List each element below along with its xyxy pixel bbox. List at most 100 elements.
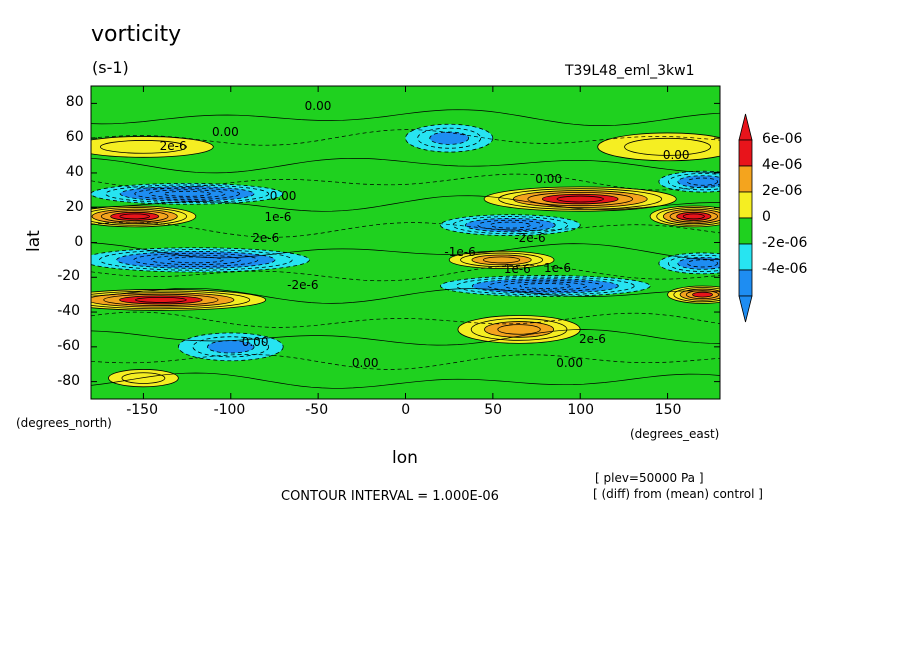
field-feature: [440, 275, 651, 297]
diff-annotation: [ (diff) from (mean) control ]: [593, 487, 763, 501]
contour-fill: [497, 324, 541, 335]
field-feature: [405, 123, 494, 153]
contour-label: 0.00: [212, 124, 239, 139]
contour-fill: [135, 296, 187, 303]
contour-fill: [686, 259, 719, 268]
y-tick-label: 0: [74, 233, 84, 250]
contour-line: [91, 109, 720, 126]
field-feature: [649, 205, 720, 228]
contour-label: 2e-6: [252, 231, 280, 246]
contour-line: [91, 329, 720, 346]
contour-line: [91, 311, 720, 328]
contour-fill: [692, 291, 713, 298]
y-axis-label: lat: [24, 230, 44, 252]
contour-label: 1e-6: [544, 260, 571, 275]
x-tick-label: -150: [126, 402, 158, 418]
contour-label: 0.00: [269, 189, 297, 204]
contour-label: 2e-6: [578, 331, 606, 346]
field-feature: [457, 315, 581, 344]
chart-title: vorticity: [91, 22, 182, 47]
contour-fill: [624, 137, 711, 156]
contour-fill: [556, 195, 604, 203]
contour-label: -1e-6: [444, 244, 476, 259]
contour-fill: [119, 213, 150, 220]
contour-line: [91, 264, 720, 282]
contour-line: [91, 242, 720, 260]
colorbar-segment: [738, 139, 753, 167]
y-tick-label: -60: [57, 337, 81, 354]
contour-label: 0.00: [304, 98, 332, 113]
contour-label: -2e-6: [514, 231, 546, 246]
contour-fill: [207, 340, 255, 354]
field-feature: [91, 205, 197, 228]
contour-label: 0.00: [535, 171, 562, 186]
colorbar-segment: [738, 191, 753, 219]
axis-ticks: [91, 86, 720, 399]
x-tick-label: -50: [305, 402, 329, 418]
colorbar-label: -4e-06: [762, 261, 808, 277]
contour-label: 1e-6: [503, 262, 531, 277]
contour-label: -2e-6: [287, 277, 319, 292]
x-tick-label: -100: [213, 402, 246, 418]
contour-label: 0.00: [351, 356, 379, 371]
contour-fill: [429, 131, 469, 145]
contour-label: 0.00: [662, 147, 690, 162]
field-feature: [658, 170, 720, 193]
colorbar-segment: [738, 165, 753, 193]
y-units-label: (degrees_north): [16, 416, 112, 430]
contour-interval: CONTOUR INTERVAL = 1.000E-06: [281, 489, 499, 504]
colorbar-label: -2e-06: [762, 235, 808, 251]
field-feature: [483, 186, 677, 212]
y-tick-label: -40: [57, 303, 81, 320]
x-units-label: (degrees_east): [630, 427, 720, 441]
contour-fill: [686, 177, 719, 186]
y-tick-label: 80: [65, 94, 84, 111]
field-feature: [597, 132, 720, 162]
contour-fill: [167, 256, 224, 264]
experiment-label: T39L48_eml_3kw1: [565, 63, 695, 79]
x-tick-label: 150: [654, 402, 682, 418]
x-tick-label: 50: [484, 402, 503, 418]
colorbar-label: 2e-06: [762, 183, 803, 199]
contour-line: [91, 129, 720, 146]
level-annotation: [ plev=50000 Pa ]: [595, 471, 704, 485]
contour-fill: [100, 140, 187, 154]
contour-line: [91, 173, 720, 191]
contour-line: [91, 287, 720, 304]
field-feature: [108, 369, 179, 388]
contour-line: [91, 372, 720, 389]
contour-line: [91, 195, 720, 212]
field-feature: [91, 289, 267, 311]
y-tick-label: -20: [57, 268, 81, 285]
y-tick-label: -80: [57, 372, 81, 389]
contour-line: [91, 354, 720, 370]
chart-units: (s-1): [92, 58, 129, 77]
colorbar-min-arrow: [738, 295, 753, 323]
contour-label: 2e-6: [159, 138, 187, 153]
x-tick-label: 100: [567, 402, 595, 418]
field-feature: [658, 252, 720, 275]
colorbar-label: 0: [762, 209, 771, 225]
contour-fill: [682, 213, 705, 220]
contour-line: [91, 157, 720, 174]
y-tick-label: 20: [65, 198, 84, 215]
colorbar-label: 6e-06: [762, 131, 803, 147]
contour-lines: [91, 109, 720, 389]
x-tick-label: 0: [401, 402, 411, 418]
field-feature: [91, 136, 214, 158]
field-feature: [448, 250, 555, 269]
y-tick-label: 40: [65, 163, 84, 180]
colorbar-segment: [738, 269, 753, 297]
field-feature: [440, 214, 581, 236]
contour-label: 1e-6: [264, 210, 292, 225]
y-tick-label: 60: [65, 129, 84, 146]
contour-label: 0.00: [241, 335, 269, 350]
contour-fill: [163, 190, 211, 197]
field-feature: [177, 332, 284, 362]
colorbar: [738, 113, 753, 323]
contour-fill: [121, 372, 166, 384]
field-feature: [91, 247, 310, 273]
x-axis-label: lon: [392, 448, 418, 468]
vorticity-field: [91, 123, 720, 388]
